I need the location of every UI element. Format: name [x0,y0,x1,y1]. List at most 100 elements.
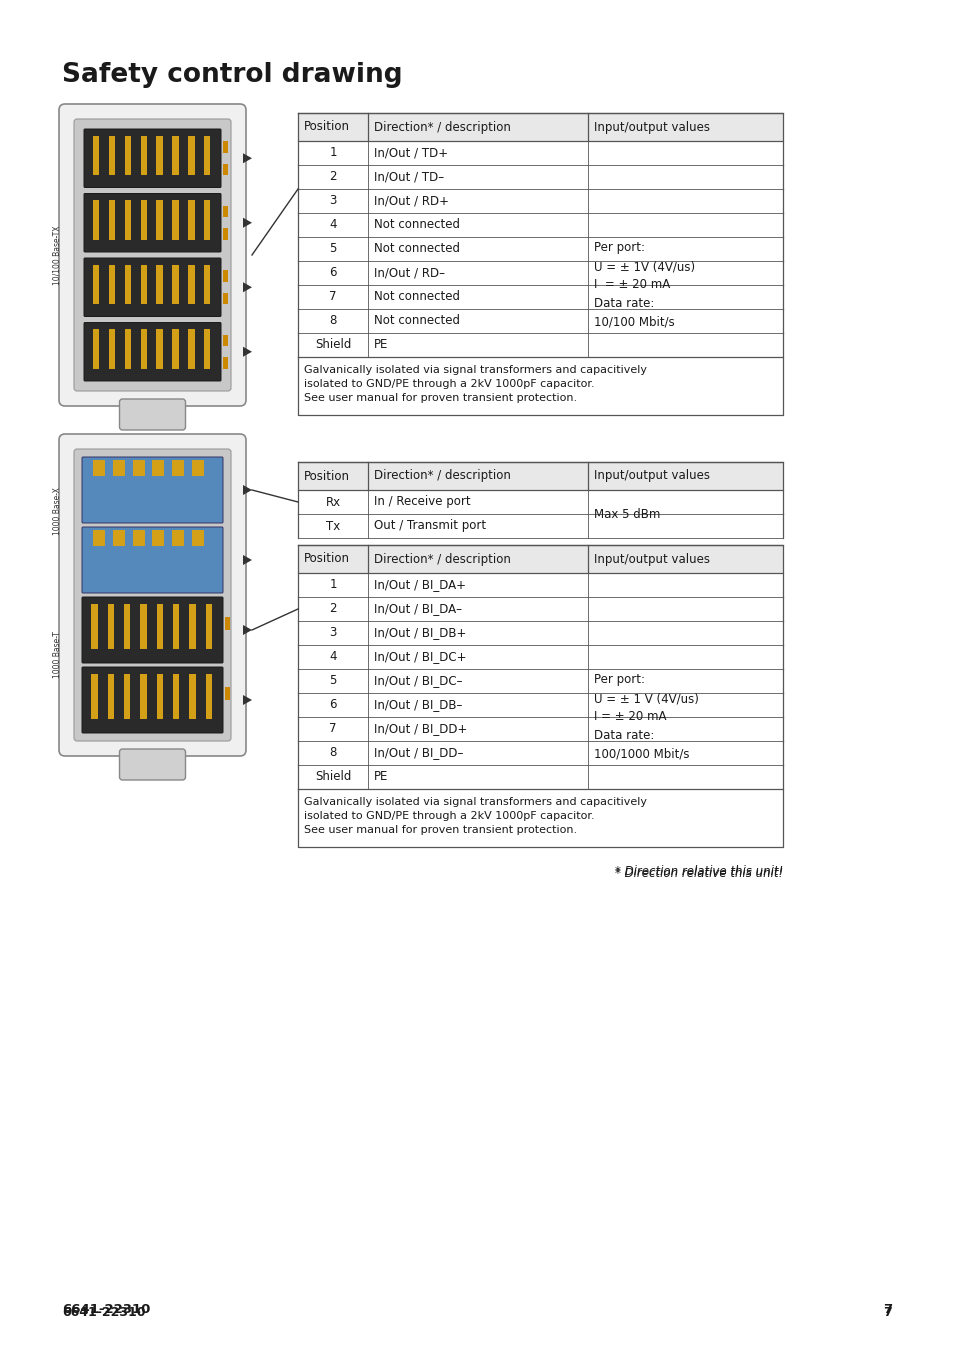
Text: Galvanically isolated via signal transformers and capacitively
isolated to GND/P: Galvanically isolated via signal transfo… [304,798,646,835]
Text: Direction* / description: Direction* / description [374,470,511,482]
Bar [297,261,782,284]
Bar [109,329,115,368]
Text: Input/output values: Input/output values [594,470,709,482]
Bar [108,604,114,649]
FancyBboxPatch shape [74,119,231,391]
Bar [297,333,782,357]
Text: * Direction relative this unit!: * Direction relative this unit! [614,865,782,877]
Bar [140,674,147,719]
Bar [297,718,782,741]
Bar [225,617,230,630]
Bar [204,264,211,305]
Polygon shape [243,218,252,227]
Text: Galvanically isolated via signal transformers and capacitively
isolated to GND/P: Galvanically isolated via signal transfo… [304,366,646,403]
Text: 1000 Base-T: 1000 Base-T [53,631,62,678]
Text: 6: 6 [329,267,336,279]
Bar [204,135,211,175]
Bar [223,229,228,240]
Bar [108,674,114,719]
Polygon shape [243,555,252,565]
Bar [297,237,782,261]
Bar [223,334,228,347]
Bar [124,674,131,719]
Text: In/Out / TD+: In/Out / TD+ [374,146,448,160]
Text: Not connected: Not connected [374,218,459,232]
Bar [172,135,178,175]
Bar [156,329,163,368]
Bar [192,529,204,546]
Text: 7: 7 [329,291,336,303]
Text: Tx: Tx [326,520,340,532]
Bar [140,135,147,175]
FancyBboxPatch shape [82,527,223,593]
Text: 2: 2 [329,603,336,616]
Bar [132,460,145,477]
Text: 6641-22310: 6641-22310 [62,1303,151,1316]
Bar [225,688,230,700]
Text: Not connected: Not connected [374,291,459,303]
Bar [140,329,147,368]
FancyBboxPatch shape [119,749,185,780]
Text: In/Out / BI_DB+: In/Out / BI_DB+ [374,627,466,639]
Bar [223,271,228,282]
Bar [297,597,782,621]
Bar [297,515,782,538]
Text: In/Out / BI_DD–: In/Out / BI_DD– [374,746,463,760]
FancyBboxPatch shape [82,668,223,733]
Bar [156,264,163,305]
Text: In/Out / BI_DA+: In/Out / BI_DA+ [374,578,465,592]
Text: Input/output values: Input/output values [594,121,709,134]
Text: In/Out / TD–: In/Out / TD– [374,171,444,184]
Bar [109,135,115,175]
Text: Direction* / description: Direction* / description [374,121,511,134]
Bar [204,329,211,368]
Bar [91,604,97,649]
Bar [92,200,99,240]
Bar [172,529,184,546]
Bar [223,164,228,175]
Bar [297,190,782,213]
Bar [223,206,228,217]
Polygon shape [243,153,252,164]
Bar [156,200,163,240]
Bar [297,284,782,309]
Text: 7: 7 [329,723,336,735]
Polygon shape [243,626,252,635]
Bar [223,141,228,153]
Text: 4: 4 [329,650,336,663]
Bar [112,460,125,477]
Text: Safety control drawing: Safety control drawing [62,62,402,88]
FancyBboxPatch shape [84,129,221,187]
Polygon shape [243,282,252,292]
Text: Per port:
U = ± 1V (4V/us)
I  = ± 20 mA
Data rate:
10/100 Mbit/s: Per port: U = ± 1V (4V/us) I = ± 20 mA D… [594,241,695,329]
Text: In/Out / RD+: In/Out / RD+ [374,195,449,207]
Text: Not connected: Not connected [374,314,459,328]
Bar [297,669,782,693]
Bar [91,674,97,719]
Text: 7: 7 [882,1303,891,1316]
Bar [92,329,99,368]
Bar [297,165,782,190]
Text: In/Out / BI_DA–: In/Out / BI_DA– [374,603,461,616]
Text: Not connected: Not connected [374,242,459,256]
Text: 8: 8 [329,746,336,760]
Text: In/Out / BI_DC+: In/Out / BI_DC+ [374,650,466,663]
Bar [109,264,115,305]
Bar [189,674,195,719]
Text: 4: 4 [329,218,336,232]
Bar [188,329,194,368]
Bar [172,200,178,240]
FancyBboxPatch shape [84,322,221,380]
Text: Shield: Shield [314,770,351,784]
Text: 5: 5 [329,242,336,256]
Bar [112,529,125,546]
Bar [125,264,131,305]
Text: In/Out / BI_DB–: In/Out / BI_DB– [374,699,462,711]
Bar [297,357,782,414]
Text: Position: Position [304,121,350,134]
Polygon shape [243,347,252,356]
Bar [206,604,212,649]
Text: 8: 8 [329,314,336,328]
Polygon shape [243,695,252,705]
Bar [297,693,782,718]
